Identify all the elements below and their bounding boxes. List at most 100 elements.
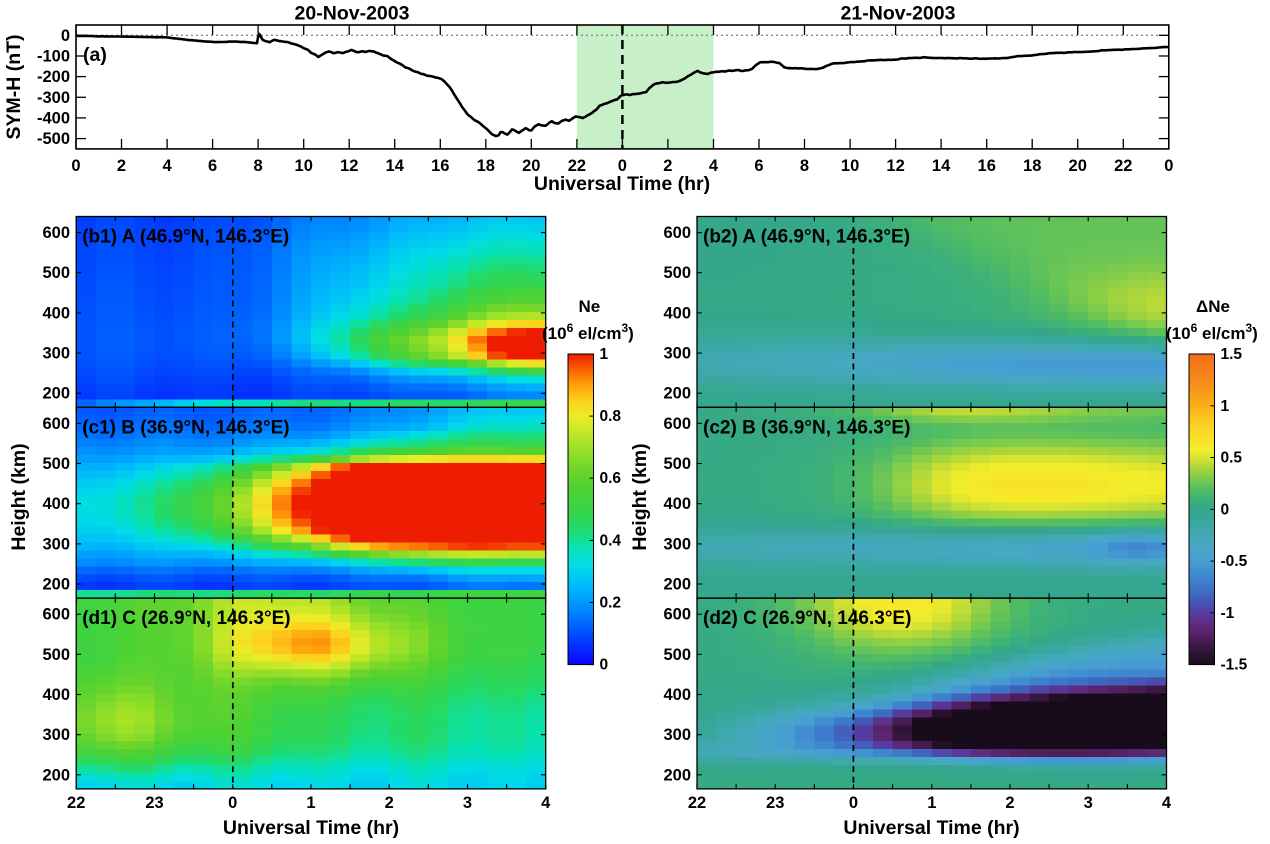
svg-text:0: 0 — [849, 794, 858, 812]
svg-text:600: 600 — [663, 415, 691, 433]
svg-text:(d2) C (26.9°N, 146.3°E): (d2) C (26.9°N, 146.3°E) — [703, 608, 911, 629]
svg-text:Universal Time (hr): Universal Time (hr) — [534, 173, 710, 195]
svg-text:0: 0 — [1164, 157, 1173, 175]
svg-text:500: 500 — [663, 646, 691, 664]
svg-text:200: 200 — [663, 576, 691, 594]
svg-text:22: 22 — [568, 157, 586, 175]
svg-text:300: 300 — [663, 535, 691, 553]
svg-text:Ne: Ne — [579, 297, 601, 316]
svg-text:0.6: 0.6 — [600, 470, 622, 487]
svg-text:-300: -300 — [37, 89, 70, 107]
svg-text:4: 4 — [541, 794, 551, 812]
svg-text:4: 4 — [709, 157, 719, 175]
svg-text:0.5: 0.5 — [1221, 450, 1243, 467]
svg-text:(c2) B (36.9°N, 146.3°E): (c2) B (36.9°N, 146.3°E) — [703, 417, 910, 438]
svg-text:SYM-H (nT): SYM-H (nT) — [3, 34, 25, 139]
svg-text:600: 600 — [42, 415, 70, 433]
svg-text:0.4: 0.4 — [600, 532, 622, 549]
svg-text:20: 20 — [522, 157, 540, 175]
svg-text:ΔNe: ΔNe — [1196, 297, 1230, 316]
svg-text:(b2) A (46.9°N, 146.3°E): (b2) A (46.9°N, 146.3°E) — [703, 227, 910, 248]
svg-text:2: 2 — [117, 157, 126, 175]
svg-text:Universal Time (hr): Universal Time (hr) — [223, 817, 399, 839]
svg-text:0: 0 — [600, 657, 609, 674]
svg-text:500: 500 — [663, 455, 691, 473]
svg-text:1: 1 — [1221, 398, 1230, 415]
svg-text:20: 20 — [1069, 157, 1087, 175]
svg-text:400: 400 — [663, 686, 691, 704]
svg-text:0.2: 0.2 — [600, 595, 622, 612]
svg-text:8: 8 — [254, 157, 263, 175]
svg-text:14: 14 — [932, 157, 951, 175]
svg-text:22: 22 — [688, 794, 706, 812]
svg-text:8: 8 — [800, 157, 809, 175]
svg-text:500: 500 — [663, 264, 691, 282]
svg-text:4: 4 — [1162, 794, 1172, 812]
svg-text:(c1) B (36.9°N, 146.3°E): (c1) B (36.9°N, 146.3°E) — [82, 417, 289, 438]
svg-text:1: 1 — [600, 346, 609, 363]
svg-text:300: 300 — [42, 535, 70, 553]
svg-text:2: 2 — [385, 794, 394, 812]
svg-text:600: 600 — [663, 224, 691, 242]
svg-text:22: 22 — [1114, 157, 1132, 175]
svg-text:200: 200 — [42, 766, 70, 784]
svg-text:12: 12 — [340, 157, 358, 175]
svg-text:6: 6 — [208, 157, 217, 175]
svg-text:14: 14 — [386, 157, 405, 175]
svg-text:Universal Time (hr): Universal Time (hr) — [843, 817, 1019, 839]
svg-text:-500: -500 — [37, 130, 70, 148]
svg-text:400: 400 — [663, 304, 691, 322]
svg-text:0: 0 — [618, 157, 627, 175]
svg-text:300: 300 — [663, 726, 691, 744]
svg-text:10: 10 — [295, 157, 313, 175]
svg-text:1: 1 — [927, 794, 936, 812]
svg-text:18: 18 — [477, 157, 495, 175]
svg-text:20-Nov-2003: 20-Nov-2003 — [295, 3, 410, 25]
svg-text:21-Nov-2003: 21-Nov-2003 — [841, 3, 956, 25]
svg-text:600: 600 — [42, 224, 70, 242]
svg-text:300: 300 — [42, 726, 70, 744]
svg-text:4: 4 — [163, 157, 173, 175]
svg-text:500: 500 — [42, 264, 70, 282]
svg-text:0: 0 — [71, 157, 80, 175]
svg-text:300: 300 — [42, 345, 70, 363]
svg-text:(b1) A (46.9°N, 146.3°E): (b1) A (46.9°N, 146.3°E) — [82, 227, 289, 248]
svg-text:400: 400 — [42, 686, 70, 704]
svg-text:3: 3 — [1084, 794, 1093, 812]
svg-text:22: 22 — [67, 794, 85, 812]
svg-text:600: 600 — [42, 606, 70, 624]
svg-text:16: 16 — [978, 157, 996, 175]
svg-text:2: 2 — [663, 157, 672, 175]
svg-text:(106 el/cm3): (106 el/cm3) — [1166, 321, 1258, 343]
svg-text:200: 200 — [42, 385, 70, 403]
svg-text:600: 600 — [663, 606, 691, 624]
svg-text:6: 6 — [754, 157, 763, 175]
svg-text:16: 16 — [431, 157, 449, 175]
svg-text:200: 200 — [42, 576, 70, 594]
svg-text:-400: -400 — [37, 109, 70, 127]
svg-text:2: 2 — [1005, 794, 1014, 812]
svg-text:-1: -1 — [1221, 605, 1235, 622]
svg-text:18: 18 — [1023, 157, 1041, 175]
svg-text:Height (km): Height (km) — [8, 443, 30, 550]
svg-text:23: 23 — [766, 794, 784, 812]
svg-text:0: 0 — [61, 27, 70, 45]
svg-text:-200: -200 — [37, 68, 70, 86]
svg-text:0: 0 — [1221, 501, 1230, 518]
svg-text:500: 500 — [42, 455, 70, 473]
svg-text:300: 300 — [663, 345, 691, 363]
svg-text:1.5: 1.5 — [1221, 346, 1243, 363]
svg-text:Height (km): Height (km) — [629, 443, 651, 550]
svg-text:1: 1 — [306, 794, 315, 812]
svg-text:400: 400 — [42, 495, 70, 513]
svg-text:3: 3 — [463, 794, 472, 812]
svg-text:(106 el/cm3): (106 el/cm3) — [542, 321, 634, 343]
svg-text:-1.5: -1.5 — [1221, 657, 1248, 674]
svg-text:23: 23 — [145, 794, 163, 812]
svg-text:200: 200 — [663, 766, 691, 784]
svg-text:400: 400 — [663, 495, 691, 513]
svg-text:0: 0 — [228, 794, 237, 812]
svg-text:(a): (a) — [83, 44, 107, 66]
svg-text:200: 200 — [663, 385, 691, 403]
svg-text:12: 12 — [886, 157, 904, 175]
